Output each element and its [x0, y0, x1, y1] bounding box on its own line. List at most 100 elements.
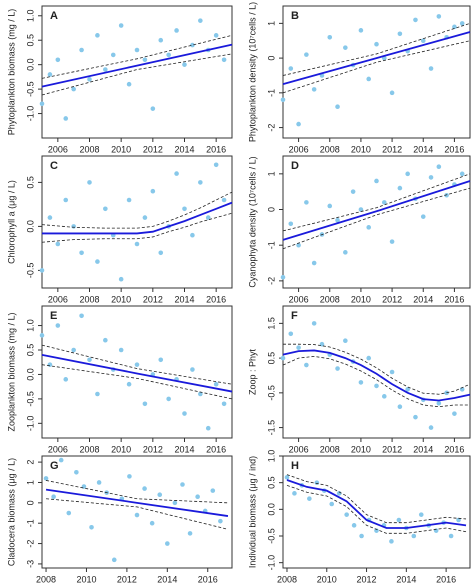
y-tick-label: 0.0 — [266, 503, 276, 516]
data-point — [198, 180, 203, 185]
confidence-line — [46, 498, 229, 530]
confidence-line — [282, 40, 471, 94]
x-tick-label: 2014 — [413, 294, 433, 304]
data-point — [381, 394, 387, 399]
plot-frame — [41, 155, 233, 289]
x-tick-label: 2010 — [351, 294, 371, 304]
x-tick-label: 2008 — [320, 444, 340, 454]
data-point — [165, 541, 170, 546]
data-point — [149, 520, 155, 526]
data-point — [111, 557, 117, 563]
data-point — [79, 250, 84, 256]
data-point — [187, 531, 193, 536]
data-point — [134, 241, 140, 247]
data-point — [327, 203, 333, 209]
y-tick-label: 0.5 — [25, 344, 35, 357]
data-point — [118, 23, 124, 28]
data-point — [452, 411, 457, 416]
x-tick-label: 2008 — [277, 574, 297, 584]
data-point — [47, 72, 53, 77]
fit-line — [42, 201, 233, 235]
confidence-line — [41, 53, 233, 96]
y-tick-label: -1.0 — [266, 555, 276, 571]
data-point — [366, 355, 372, 361]
data-point — [280, 97, 286, 103]
panel-label: F — [291, 310, 298, 322]
x-tick-label: 2006 — [289, 294, 309, 304]
plot-frame — [41, 455, 233, 569]
y-axis-label: Individual biomass (μg / ind) — [247, 456, 257, 568]
data-point — [327, 34, 333, 40]
confidence-line — [286, 484, 467, 534]
data-point — [304, 52, 309, 57]
y-tick-label: 0.5 — [266, 476, 276, 489]
data-point — [288, 221, 294, 227]
fit-line — [41, 354, 233, 393]
data-point — [158, 37, 164, 43]
y-tick-label: 0.5 — [266, 352, 276, 365]
x-tick-label: 2012 — [143, 294, 163, 304]
fit-line — [286, 479, 467, 529]
fit-line — [45, 488, 229, 517]
data-point — [205, 425, 211, 431]
x-tick-label: 2014 — [413, 444, 433, 454]
data-point — [292, 491, 297, 496]
y-tick-label: 0 — [266, 207, 276, 212]
data-point — [428, 175, 434, 180]
data-point — [344, 512, 349, 517]
data-point — [381, 200, 387, 205]
data-point — [413, 17, 418, 23]
data-point — [134, 47, 140, 53]
data-point — [413, 414, 418, 420]
data-point — [190, 42, 195, 48]
data-point — [280, 274, 286, 280]
y-axis-label: Phytoplankton density (10⁷cells / L) — [247, 2, 257, 142]
y-tick-label: 0.0 — [25, 368, 35, 381]
data-point — [311, 87, 317, 92]
data-point — [87, 77, 92, 82]
x-tick-label: 2014 — [157, 574, 177, 584]
data-point — [150, 188, 156, 194]
data-point — [374, 528, 379, 533]
data-point — [142, 486, 147, 491]
data-point — [397, 185, 403, 191]
data-point — [213, 381, 219, 387]
y-axis-label: Zoop : Phyt — [247, 348, 257, 395]
data-point — [174, 28, 179, 33]
data-point — [351, 523, 357, 528]
data-point — [126, 197, 132, 203]
confidence-line — [282, 22, 471, 76]
confidence-line — [282, 355, 470, 408]
plot-frame — [282, 5, 471, 139]
x-tick-label: 2008 — [79, 144, 99, 154]
confidence-line — [41, 344, 233, 385]
panel-label: A — [50, 10, 58, 22]
data-point — [459, 21, 465, 26]
data-point — [221, 197, 227, 203]
data-point — [142, 57, 148, 63]
y-tick-label: -0.5 — [266, 385, 276, 401]
data-point — [134, 512, 140, 518]
data-point — [157, 492, 163, 497]
data-point — [221, 401, 227, 407]
x-tick-label: 2006 — [48, 144, 68, 154]
data-point — [213, 33, 219, 38]
data-point — [366, 225, 372, 230]
x-tick-label: 2014 — [174, 144, 194, 154]
data-point — [71, 347, 76, 353]
x-tick-label: 2008 — [36, 574, 56, 584]
data-point — [55, 57, 61, 63]
x-tick-label: 2010 — [76, 574, 96, 584]
x-tick-label: 2006 — [289, 144, 309, 154]
data-point — [134, 362, 140, 367]
data-point — [405, 171, 410, 177]
data-point — [374, 41, 379, 47]
data-point — [343, 45, 348, 50]
x-tick-label: 2010 — [111, 294, 131, 304]
data-point — [71, 86, 76, 92]
plot-frame — [282, 455, 471, 569]
data-point — [174, 171, 179, 176]
data-point — [47, 215, 53, 220]
x-tick-label: 2010 — [351, 444, 371, 454]
data-point — [397, 404, 403, 410]
